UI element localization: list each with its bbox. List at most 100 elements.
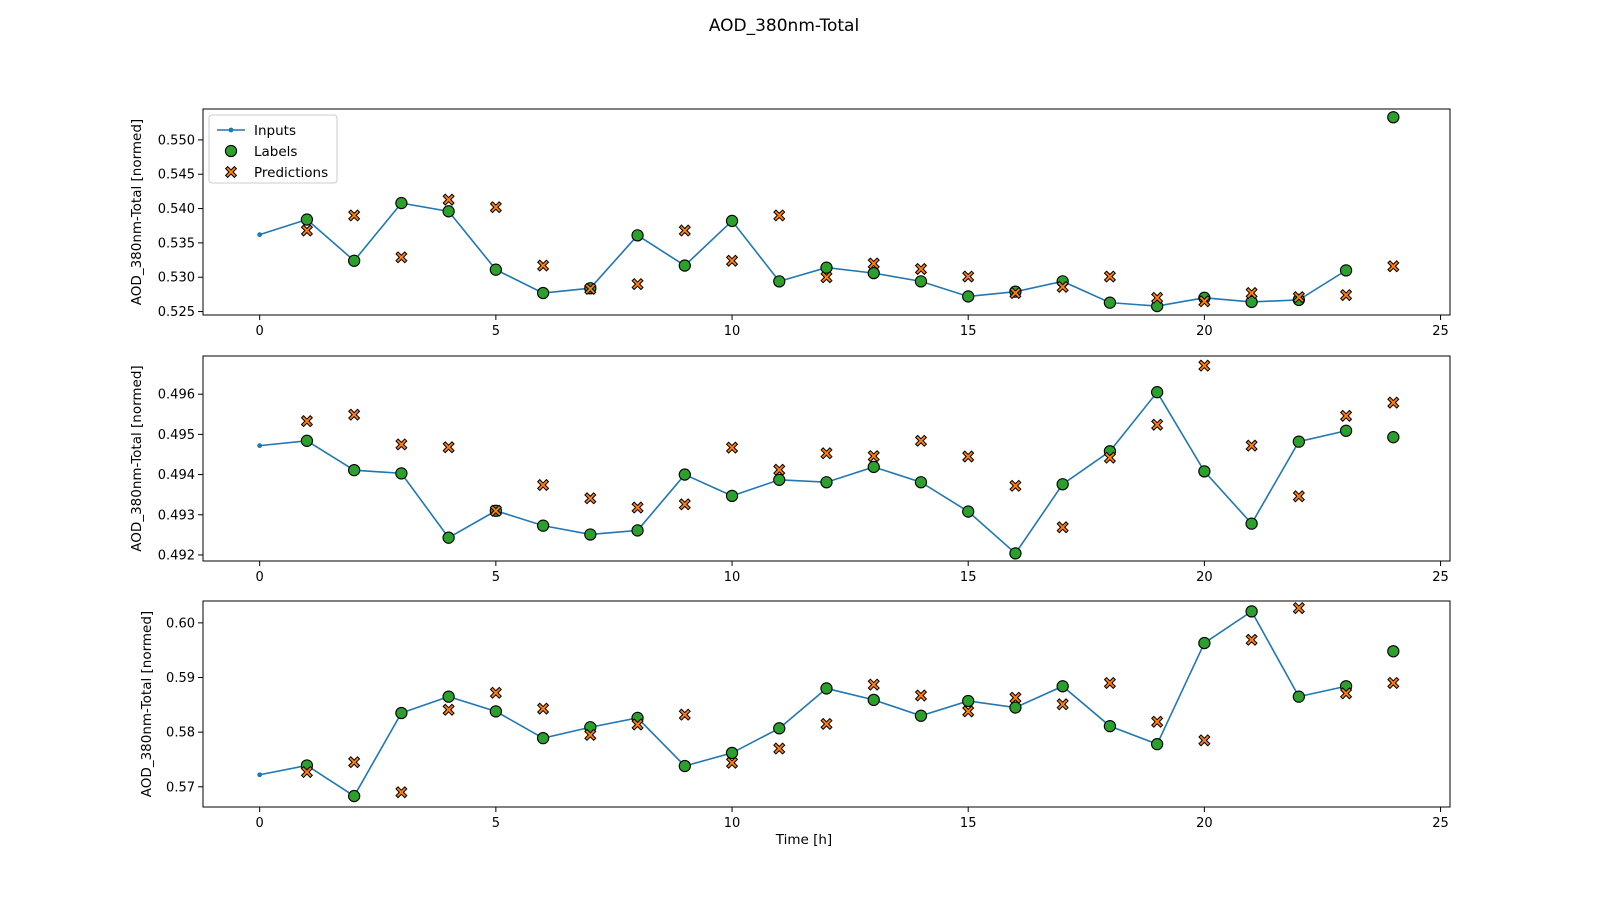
prediction-point: [1056, 280, 1069, 293]
label-point: [631, 524, 644, 537]
x-tick-label: 15: [960, 816, 977, 831]
label-point: [1103, 296, 1117, 309]
prediction-point: [773, 742, 786, 755]
label-point: [584, 528, 597, 541]
y-tick-label: 0.550: [158, 133, 195, 148]
prediction-point: [348, 756, 361, 769]
x-tick-label: 25: [1432, 570, 1449, 585]
label-point: [1339, 264, 1353, 277]
prediction-point: [1292, 601, 1305, 615]
label-point: [536, 286, 550, 300]
x-tick-label: 20: [1196, 816, 1213, 831]
x-tick-label: 0: [256, 324, 264, 339]
label-point: [1387, 431, 1400, 444]
y-axis-label: AOD_380nm-Total [normed]: [129, 365, 145, 551]
label-point: [678, 759, 691, 773]
x-axis-label: Time [h]: [775, 832, 832, 848]
label-point: [820, 476, 833, 489]
label-point: [631, 229, 644, 242]
label-point: [1387, 111, 1400, 124]
prediction-point: [867, 449, 880, 463]
prediction-point: [725, 254, 739, 267]
prediction-point: [395, 251, 408, 264]
label-point: [1009, 701, 1022, 714]
y-tick-label: 0.496: [158, 388, 195, 403]
prediction-point: [725, 441, 739, 454]
label-point: [489, 705, 503, 718]
label-point: [442, 205, 455, 218]
label-point: [725, 746, 739, 760]
label-point: [914, 275, 928, 288]
prediction-point: [1339, 288, 1353, 302]
subplot-3: 0 5 10 15 20 25 0.57 0.58 0.59 0.60 AOD_380nm-Tota…: [139, 600, 1451, 831]
label-point: [773, 473, 786, 486]
prediction-point: [773, 209, 786, 222]
label-point: [725, 214, 739, 228]
label-point: [489, 263, 503, 276]
y-tick-label: 0.493: [158, 508, 195, 523]
prediction-point: [678, 498, 691, 511]
prediction-point: [914, 262, 928, 276]
label-point: [914, 476, 928, 489]
prediction-point: [820, 271, 833, 284]
label-point: [348, 254, 361, 267]
prediction-point: [962, 705, 975, 718]
prediction-point: [914, 689, 928, 702]
legend: Inputs Labels Predictions: [208, 114, 338, 184]
label-point: [962, 505, 975, 518]
x-tick-label: 20: [1196, 324, 1213, 339]
prediction-point: [1009, 286, 1022, 300]
label-point: [867, 693, 880, 707]
label-point: [867, 460, 880, 474]
prediction-point: [1245, 439, 1258, 452]
prediction-point: [1151, 418, 1164, 431]
prediction-point: [914, 434, 928, 447]
x-tick-label: 5: [492, 324, 500, 339]
y-axis-label: AOD_380nm-Total [normed]: [139, 611, 155, 797]
label-point: [1245, 295, 1258, 309]
prediction-point: [489, 686, 502, 699]
legend-entry: Labels: [254, 144, 297, 160]
plot-frame: [202, 355, 1451, 562]
plot-frame: [202, 108, 1451, 316]
label-point: [962, 290, 975, 303]
label-point: [395, 196, 408, 210]
x-tick-label: 10: [724, 324, 741, 339]
prediction-point: [1103, 676, 1117, 690]
prediction-point: [1198, 295, 1211, 308]
prediction-point: [962, 270, 975, 283]
label-point: [1009, 547, 1022, 560]
inputs-point: [257, 772, 263, 778]
y-tick-label: 0.540: [158, 202, 195, 217]
prediction-point: [536, 259, 550, 272]
label-point: [395, 706, 408, 720]
inputs-line: [259, 390, 1347, 555]
prediction-point: [1292, 490, 1305, 503]
y-tick-label: 0.525: [158, 305, 195, 320]
y-tick-label: 0.58: [166, 726, 195, 741]
y-tick-label: 0.530: [158, 271, 195, 286]
legend-predictions-marker: [224, 165, 238, 179]
prediction-point: [678, 708, 691, 721]
x-tick-label: 0: [256, 570, 264, 585]
prediction-point: [348, 408, 361, 421]
prediction-point: [867, 678, 880, 691]
label-point: [1056, 478, 1069, 491]
label-point: [442, 690, 455, 703]
prediction-point: [1387, 396, 1400, 409]
y-tick-label: 0.495: [158, 428, 195, 443]
y-tick-label: 0.492: [158, 548, 195, 563]
label-point: [1198, 636, 1211, 650]
label-point: [820, 261, 833, 274]
prediction-point: [489, 504, 502, 517]
label-point: [1245, 517, 1258, 530]
label-point: [867, 266, 880, 280]
prediction-point: [773, 463, 786, 476]
prediction-point: [584, 728, 597, 741]
label-point: [678, 468, 691, 481]
prediction-point: [678, 224, 691, 237]
label-point: [1387, 645, 1400, 658]
prediction-point: [1151, 291, 1164, 304]
prediction-point: [1387, 676, 1400, 690]
prediction-point: [1009, 691, 1022, 704]
